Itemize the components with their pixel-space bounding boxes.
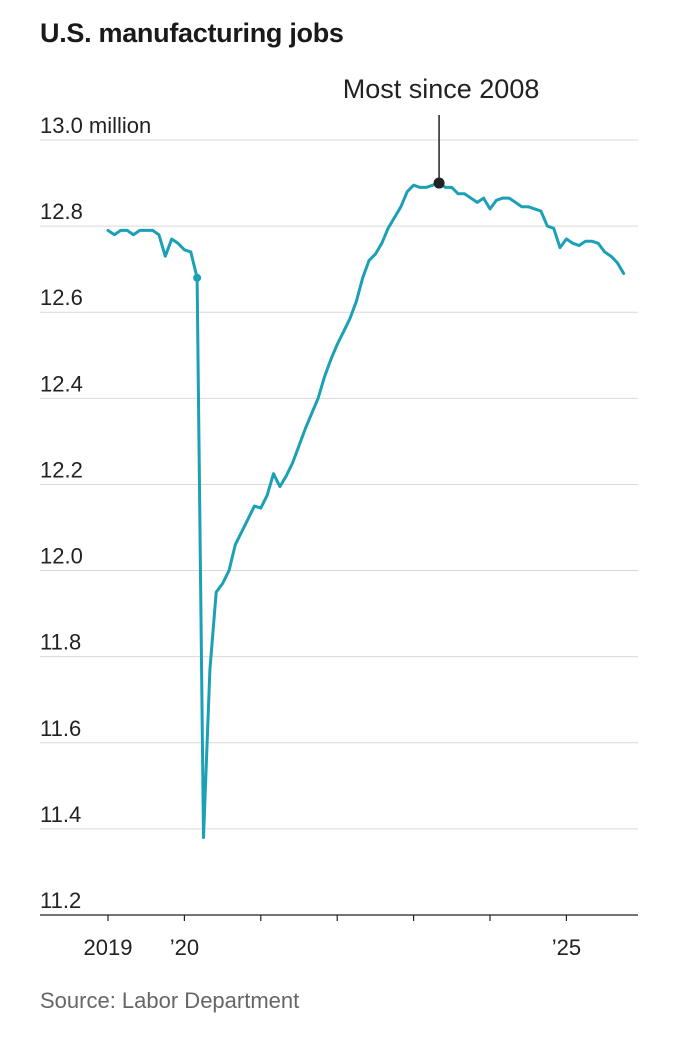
- y-tick-label: 12.0: [40, 544, 83, 569]
- annotation-layer: Most since 2008: [343, 74, 540, 189]
- series-layer: [106, 181, 626, 839]
- y-tick-label: 11.8: [40, 630, 81, 655]
- annotation-label: Most since 2008: [343, 74, 540, 104]
- x-axis: 2019 ’20 ’25: [40, 914, 638, 960]
- y-tick-label: 12.4: [40, 371, 83, 396]
- x-tick-label: 2019: [84, 935, 133, 960]
- series-line: [106, 181, 626, 839]
- y-tick-label: 13.0 million: [40, 113, 151, 138]
- y-tick-label: 12.2: [40, 457, 83, 482]
- line-chart: 13.0 million 12.8 12.6 12.4 12.2 12.0 11.8 11.6…: [40, 74, 638, 960]
- chart-title: U.S. manufacturing jobs: [40, 18, 344, 48]
- y-tick-label: 12.6: [40, 285, 83, 310]
- y-tick-label: 11.2: [40, 888, 81, 913]
- y-tick-label: 12.8: [40, 199, 83, 224]
- y-tick-label: 11.4: [40, 802, 81, 827]
- source-note: Source: Labor Department: [40, 988, 300, 1013]
- x-tick-label: ’25: [552, 935, 581, 960]
- annotation-point: [433, 177, 445, 189]
- grid-lines: [40, 139, 638, 916]
- marked-point: [193, 273, 202, 282]
- x-tick-label: ’20: [170, 935, 199, 960]
- y-axis-labels: 13.0 million 12.8 12.6 12.4 12.2 12.0 11.8 11.6…: [40, 113, 151, 913]
- y-tick-label: 11.6: [40, 716, 81, 741]
